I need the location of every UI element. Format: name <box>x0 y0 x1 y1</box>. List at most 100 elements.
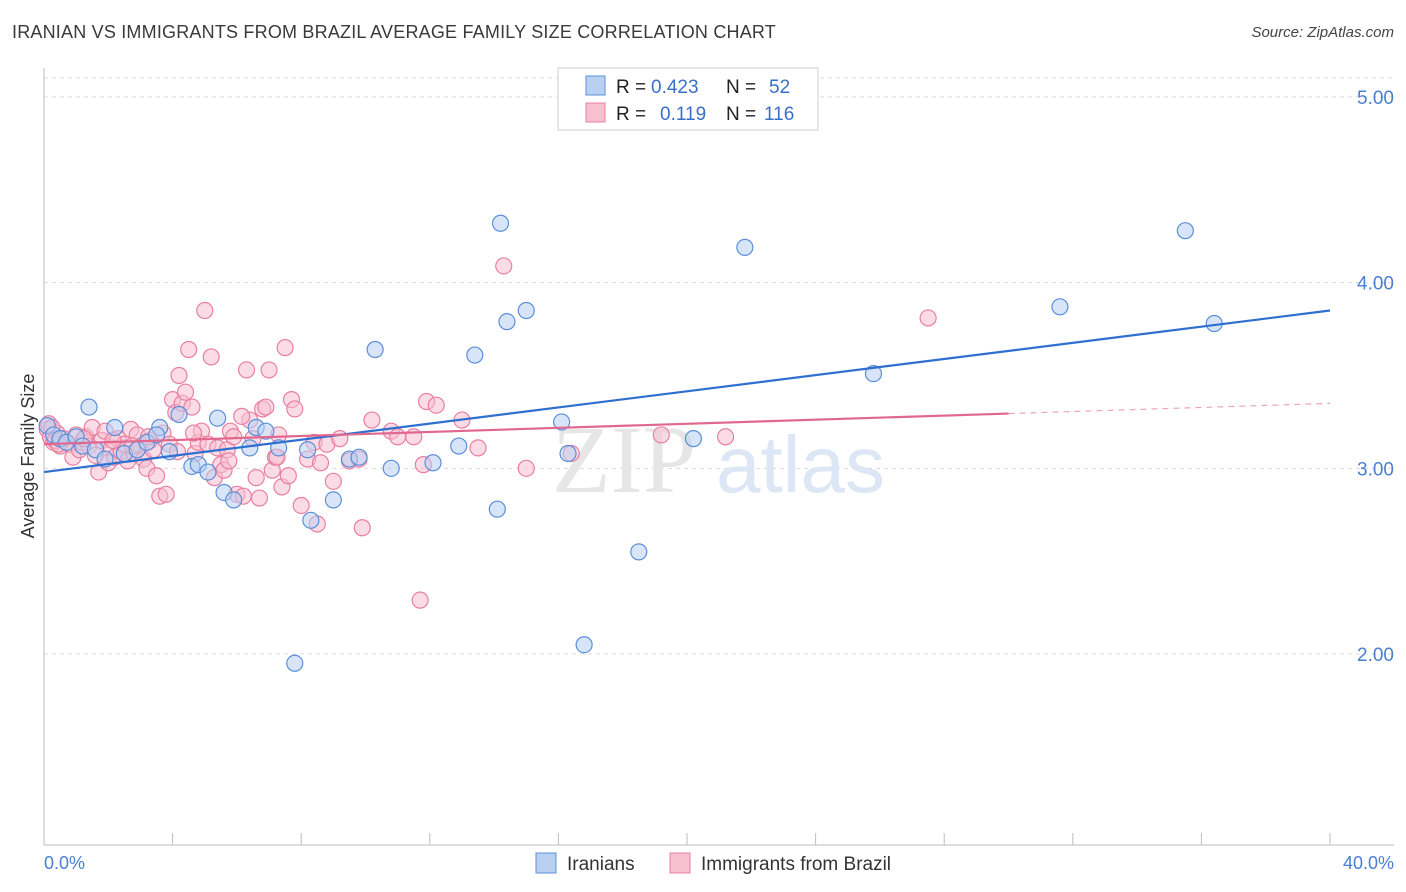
iranians-point-51 <box>147 426 166 444</box>
iranians-point-49 <box>1176 222 1194 240</box>
y-axis-label: Average Family Size <box>18 374 38 539</box>
brazil-point-73 <box>279 467 297 485</box>
brazil-point-64 <box>250 489 269 507</box>
brazil-point-97 <box>495 257 513 275</box>
iranians-point-31 <box>350 448 368 466</box>
chart-source: Source: ZipAtlas.com <box>1251 24 1394 41</box>
legend-swatch-brazil <box>585 102 606 123</box>
iranians-point-37 <box>488 500 506 518</box>
brazil-point-36 <box>157 485 175 503</box>
x-tick-label-min: 0.0% <box>44 853 85 873</box>
iranians-point-35 <box>450 437 468 455</box>
watermark-atlas: atlas <box>716 420 885 509</box>
brazil-point-57 <box>225 428 243 446</box>
brazil-point-60 <box>237 361 256 379</box>
legend-bottom-swatch-brazil <box>669 852 691 874</box>
legend-bottom-label-brazil: Immigrants from Brazil <box>701 854 891 875</box>
iranians-point-47 <box>864 365 883 383</box>
iranians-point-42 <box>559 444 577 463</box>
legend-r-label-1: R = <box>616 77 646 98</box>
brazil-point-102 <box>919 309 937 327</box>
iranians-point-9 <box>106 418 124 437</box>
iranians-point-34 <box>424 454 442 472</box>
iranians-point-27 <box>299 441 317 459</box>
brazil-point-100 <box>652 426 670 444</box>
iranians-point-44 <box>630 543 648 561</box>
y-axis-tick-labels: 2.00 3.00 4.00 5.00 <box>1357 88 1394 666</box>
brazil-point-82 <box>324 472 342 490</box>
iranians-point-26 <box>286 654 304 672</box>
legend-bottom: Iranians Immigrants from Brazil <box>535 852 891 875</box>
brazil-point-76 <box>292 496 310 515</box>
brazil-trend-line-extension <box>1008 402 1331 415</box>
brazil-point-94 <box>427 396 445 414</box>
brazil-point-66 <box>257 398 275 416</box>
brazil-point-101 <box>716 428 735 446</box>
legend-bottom-swatch-iranians <box>535 852 557 874</box>
legend-r-label-2: R = <box>616 104 646 125</box>
legend-n-value-2: 116 <box>764 104 794 125</box>
iranians-point-28 <box>302 511 320 529</box>
brazil-point-72 <box>276 339 294 357</box>
iranians-point-19 <box>209 409 227 427</box>
brazil-point-86 <box>353 519 371 537</box>
iranians-point-15 <box>170 405 188 424</box>
legend-r-value-1: 0.423 <box>651 77 699 98</box>
brazil-point-67 <box>260 361 278 379</box>
iranians-point-29 <box>324 491 342 509</box>
iranians-point-32 <box>366 340 384 359</box>
iranians-point-24 <box>257 422 275 440</box>
brazil-point-114 <box>233 407 251 425</box>
brazil-point-43 <box>180 340 198 359</box>
brazil-point-44 <box>183 398 201 416</box>
iranians-trend-line <box>43 309 1331 474</box>
x-axis-ticks <box>172 833 1331 845</box>
brazil-point-113 <box>220 452 238 470</box>
legend-top: R = 0.423 N = 52 R = 0.119 N = 116 <box>557 67 819 131</box>
brazil-point-87 <box>363 411 381 429</box>
iranians-point-36 <box>466 346 484 364</box>
y-tick-label-1: 3.00 <box>1357 459 1394 480</box>
trend-lines <box>43 309 1331 474</box>
brazil-point-91 <box>411 591 429 609</box>
legend-n-value-1: 52 <box>769 77 790 98</box>
iranians-point-38 <box>491 214 510 232</box>
y-tick-label-0: 2.00 <box>1357 645 1394 666</box>
iranians-point-48 <box>1051 298 1069 316</box>
legend-n-label-2: N = <box>726 104 756 125</box>
y-tick-label-2: 4.00 <box>1357 274 1394 295</box>
y-tick-label-3: 5.00 <box>1357 88 1394 109</box>
iranians-point-46 <box>736 238 754 256</box>
iranians-point-18 <box>199 463 217 481</box>
brazil-point-98 <box>517 459 535 477</box>
brazil-point-75 <box>286 400 304 418</box>
iranians-point-41 <box>553 413 571 431</box>
brazil-point-50 <box>202 348 220 366</box>
iranians-point-43 <box>575 636 593 654</box>
iranians-point-45 <box>684 430 703 448</box>
brazil-point-96 <box>469 439 487 457</box>
brazil-point-83 <box>331 430 349 448</box>
brazil-point-33 <box>147 467 166 485</box>
legend-bottom-label-iranians: Iranians <box>567 854 635 875</box>
brazil-point-80 <box>311 454 330 472</box>
iranians-point-21 <box>225 491 243 509</box>
brazil-point-48 <box>196 301 214 320</box>
iranians-point-33 <box>382 459 400 477</box>
legend-swatch-iranians <box>585 75 606 96</box>
brazil-point-90 <box>405 428 423 446</box>
brazil-point-63 <box>247 469 265 487</box>
legend-r-value-2: 0.119 <box>660 104 706 125</box>
brazil-point-112 <box>184 424 203 442</box>
legend-n-label-1: N = <box>726 77 756 98</box>
brazil-trend-line <box>43 412 1009 446</box>
x-tick-label-max: 40.0% <box>1343 853 1394 873</box>
iranians-point-39 <box>498 313 516 331</box>
iranians-point-40 <box>517 301 535 320</box>
chart-title: IRANIAN VS IMMIGRANTS FROM BRAZIL AVERAG… <box>12 22 776 42</box>
iranians-point-6 <box>80 398 98 416</box>
brazil-point-42 <box>176 383 195 401</box>
brazil-point-40 <box>170 366 188 385</box>
brazil-point-89 <box>389 428 407 446</box>
